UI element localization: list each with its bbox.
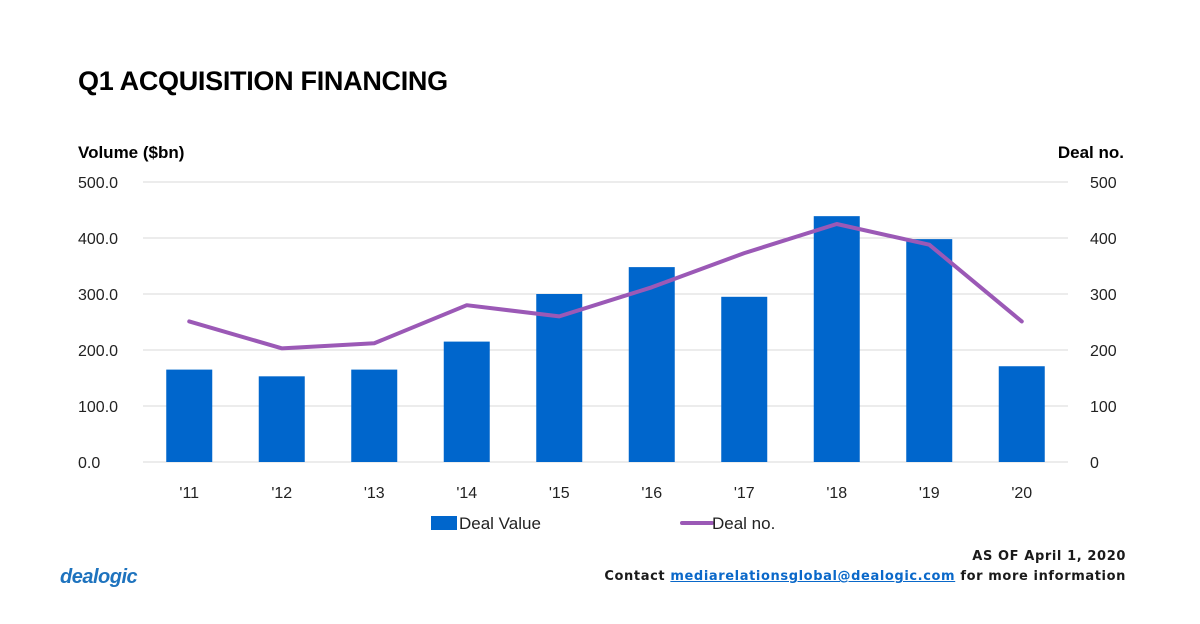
line-deal-no bbox=[187, 222, 1024, 351]
bar-deal-value bbox=[258, 376, 305, 462]
chart-title: Q1 ACQUISITION FINANCING bbox=[78, 66, 448, 96]
as-of-date: AS OF April 1, 2020 bbox=[972, 549, 1126, 564]
bar-deal-value bbox=[906, 239, 953, 462]
x-tick-label: '16 bbox=[641, 485, 662, 502]
y-tick-right: 500 bbox=[1090, 175, 1117, 192]
y-axis-left-title: Volume ($bn) bbox=[78, 143, 185, 162]
y-axis-right-title: Deal no. bbox=[1057, 143, 1124, 162]
x-tick-label: '20 bbox=[1011, 485, 1032, 502]
y-tick-left: 200.0 bbox=[78, 343, 118, 360]
y-tick-right: 200 bbox=[1090, 343, 1117, 360]
x-tick-label: '14 bbox=[456, 485, 477, 502]
dealogic-logo: dealogic bbox=[60, 566, 138, 588]
y-tick-right: 100 bbox=[1090, 399, 1117, 416]
x-tick-label: '11 bbox=[179, 485, 199, 502]
y-tick-left: 0.0 bbox=[78, 455, 100, 472]
y-tick-right: 400 bbox=[1090, 231, 1117, 248]
x-tick-label: '12 bbox=[271, 485, 292, 502]
y-tick-left: 500.0 bbox=[78, 175, 118, 192]
bar-deal-value bbox=[628, 267, 675, 462]
x-tick-label: '18 bbox=[826, 485, 847, 502]
x-tick-label: '13 bbox=[364, 485, 385, 502]
bar-deal-value bbox=[813, 216, 860, 462]
bar-deal-value bbox=[443, 341, 490, 462]
bar-deal-value bbox=[166, 369, 213, 462]
legend-swatch-deal-value bbox=[431, 516, 457, 530]
y-tick-right: 0 bbox=[1090, 455, 1099, 472]
contact-email-link[interactable]: mediarelationsglobal@dealogic.com bbox=[670, 569, 956, 584]
y-tick-right: 300 bbox=[1090, 287, 1117, 304]
legend-label-deal-no: Deal no. bbox=[712, 514, 775, 533]
bar-deal-value bbox=[998, 366, 1045, 462]
y-tick-left: 400.0 bbox=[78, 231, 118, 248]
legend-label-deal-value: Deal Value bbox=[459, 514, 541, 533]
x-tick-label: '19 bbox=[919, 485, 940, 502]
contact-prefix: Contact bbox=[604, 569, 666, 584]
bar-deal-value bbox=[351, 369, 398, 462]
bar-deal-value bbox=[536, 294, 583, 462]
x-tick-label: '17 bbox=[734, 485, 755, 502]
x-tick-label: '15 bbox=[549, 485, 570, 502]
contact-line: Contact mediarelationsglobal@dealogic.co… bbox=[604, 569, 1126, 584]
y-tick-left: 100.0 bbox=[78, 399, 118, 416]
bar-deal-value bbox=[721, 296, 768, 462]
y-tick-left: 300.0 bbox=[78, 287, 118, 304]
contact-suffix: for more information bbox=[960, 569, 1126, 584]
